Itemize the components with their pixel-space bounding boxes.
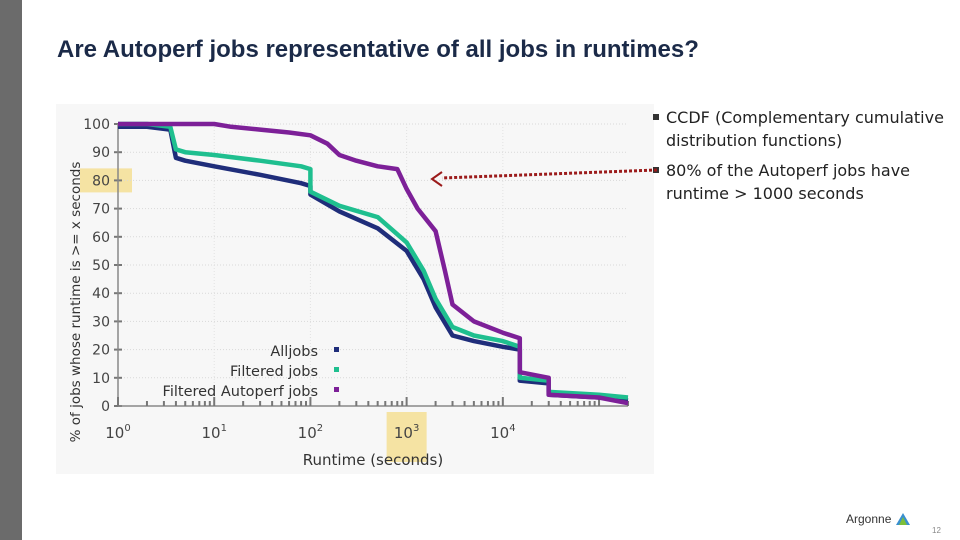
bullet-list: CCDF (Complementary cumulative distribut… <box>652 106 952 212</box>
x-tick-label: 104 <box>490 423 515 442</box>
legend-label: Alljobs <box>270 344 318 360</box>
y-tick-label: 10 <box>92 371 110 387</box>
page-number: 12 <box>932 526 941 535</box>
legend-label: Filtered jobs <box>230 364 318 380</box>
highlight-y80 <box>80 168 132 193</box>
legend-swatch <box>334 367 339 372</box>
chart-panel <box>56 104 654 474</box>
bullet-square-icon <box>653 167 659 173</box>
legend-swatch <box>334 387 339 392</box>
slide-title: Are Autoperf jobs representative of all … <box>57 36 699 63</box>
bullet-text: 80% of the Autoperf jobs have runtime > … <box>666 161 911 203</box>
legend-swatch <box>334 347 339 352</box>
y-tick-label: 30 <box>92 314 110 330</box>
y-tick-label: 0 <box>101 399 110 415</box>
series-line-3 <box>118 121 629 406</box>
y-tick-label: 20 <box>92 343 110 359</box>
y-tick-label: 50 <box>92 258 110 274</box>
bullet-item: CCDF (Complementary cumulative distribut… <box>652 106 952 152</box>
x-tick-label: 100 <box>105 423 130 442</box>
bullet-item: 80% of the Autoperf jobs have runtime > … <box>652 159 952 205</box>
series-line-1 <box>118 124 629 403</box>
x-tick-label: 103 <box>394 423 419 442</box>
y-tick-label: 90 <box>92 145 110 161</box>
y-tick-label: 100 <box>83 117 110 133</box>
y-tick-label: 40 <box>92 286 110 302</box>
y-tick-label: 80 <box>92 173 110 189</box>
y-tick-label: 60 <box>92 230 110 246</box>
legend-label: Filtered Autoperf jobs <box>163 384 318 400</box>
logo-triangle-icon <box>895 512 910 525</box>
x-axis-label: Runtime (seconds) <box>303 451 443 469</box>
y-tick-label: 70 <box>92 202 110 218</box>
bullet-square-icon <box>653 114 659 120</box>
left-accent-bar <box>0 0 22 540</box>
logo-text: Argonne <box>846 512 892 526</box>
y-axis-label: % of jobs whose runtime is >= x seconds <box>68 162 84 443</box>
bullet-text: CCDF (Complementary cumulative distribut… <box>666 108 944 150</box>
argonne-logo: Argonne <box>846 510 910 530</box>
series-line-2 <box>118 121 629 400</box>
ccdf-chart: 0 10 20 30 40 50 60 70 80 90 100 100 101 102 103 104 Al… <box>68 117 629 469</box>
x-tick-label: 101 <box>201 423 226 442</box>
x-tick-label: 102 <box>298 423 323 442</box>
highlight-x1000 <box>386 412 427 462</box>
